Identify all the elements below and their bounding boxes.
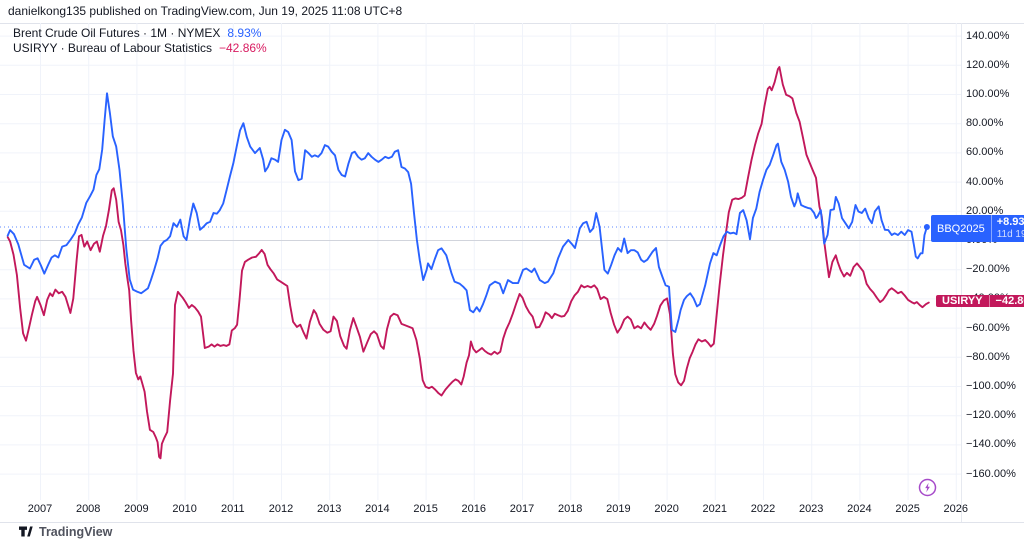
series-line-brent[interactable]: [6, 92, 928, 333]
year-tick-label: 2017: [509, 503, 535, 515]
year-tick-label: 2022: [750, 503, 776, 515]
year-tick-label: 2015: [413, 503, 438, 515]
year-tick-label: 2024: [847, 503, 872, 515]
price-scale-separator: [961, 23, 962, 522]
last-price-label-brent: BBQ2025 +8.93% 11d 19h: [931, 215, 1024, 242]
legend: Brent Crude Oil Futures · 1M · NYMEX 8.93…: [13, 26, 267, 56]
year-tick-label: 2014: [365, 503, 390, 515]
price-tick-label: 120.00%: [966, 58, 1010, 71]
series-line-usiryy[interactable]: [6, 66, 930, 460]
year-tick-label: 2016: [461, 503, 487, 515]
price-tick-label: −160.00%: [966, 467, 1016, 480]
year-tick-label: 2020: [654, 503, 679, 515]
brent-symbol-badge: BBQ2025: [931, 215, 992, 242]
usiryy-symbol-badge: USIRYY: [936, 295, 990, 307]
footer-brand[interactable]: TradingView: [18, 524, 112, 539]
chart-plot-area[interactable]: [0, 23, 961, 500]
year-tick-label: 2009: [124, 503, 149, 515]
price-tick-label: −140.00%: [966, 438, 1016, 451]
price-tick-label: −120.00%: [966, 409, 1016, 422]
year-tick-label: 2012: [268, 503, 294, 515]
price-tick-label: 100.00%: [966, 88, 1010, 100]
year-tick-label: 2007: [27, 503, 53, 515]
price-tick-label: −60.00%: [966, 321, 1010, 334]
header-separator: [0, 23, 1024, 24]
price-tick-label: 60.00%: [966, 146, 1004, 159]
brent-last-value: +8.93%: [996, 216, 1024, 228]
price-tick-label: −100.00%: [966, 380, 1016, 392]
boost-lightning-icon[interactable]: [918, 478, 937, 497]
legend-usiryy-title: USIRYY · Bureau of Labour Statistics: [13, 41, 212, 55]
year-tick-label: 2011: [220, 503, 245, 515]
tradingview-logo-icon: [19, 526, 33, 537]
time-scale-labels: 2007 2008 2009 2010 2011 2012 2013 2014 2015 2016…: [0, 503, 1024, 519]
price-tick-label: 140.00%: [966, 29, 1010, 42]
year-tick-label: 2026: [943, 503, 969, 515]
brent-last-point-marker: [923, 223, 930, 230]
price-tick-label: 40.00%: [966, 175, 1004, 188]
year-tick-label: 2010: [172, 503, 197, 515]
price-tick-label: −80.00%: [966, 350, 1010, 363]
legend-row-brent[interactable]: Brent Crude Oil Futures · 1M · NYMEX 8.93…: [13, 26, 267, 41]
legend-usiryy-value: −42.86%: [219, 41, 267, 55]
year-tick-label: 2023: [798, 503, 824, 515]
price-tick-label: −20.00%: [966, 263, 1010, 276]
legend-brent-value: 8.93%: [227, 26, 262, 40]
year-tick-label: 2021: [702, 503, 728, 515]
legend-row-usiryy[interactable]: USIRYY · Bureau of Labour Statistics −42.…: [13, 41, 267, 56]
axis-separator: [0, 522, 1024, 523]
price-tick-label: 80.00%: [966, 117, 1004, 130]
publish-header: danielkong135 published on TradingView.c…: [0, 0, 1024, 23]
publish-info-text: danielkong135 published on TradingView.c…: [8, 4, 403, 18]
price-tick-label: 20.00%: [966, 204, 1004, 217]
year-tick-label: 2025: [895, 503, 920, 515]
usiryy-last-value: −42.86%: [989, 295, 1024, 307]
legend-brent-title: Brent Crude Oil Futures · 1M · NYMEX: [13, 26, 221, 40]
year-tick-label: 2008: [75, 503, 101, 515]
year-tick-label: 2013: [316, 503, 342, 515]
tradingview-logo-text: TradingView: [39, 524, 113, 539]
last-price-label-usiryy: USIRYY −42.86%: [936, 295, 1024, 307]
brent-countdown: 11d 19h: [996, 229, 1024, 240]
year-tick-label: 2018: [557, 503, 583, 515]
year-tick-label: 2019: [606, 503, 631, 515]
